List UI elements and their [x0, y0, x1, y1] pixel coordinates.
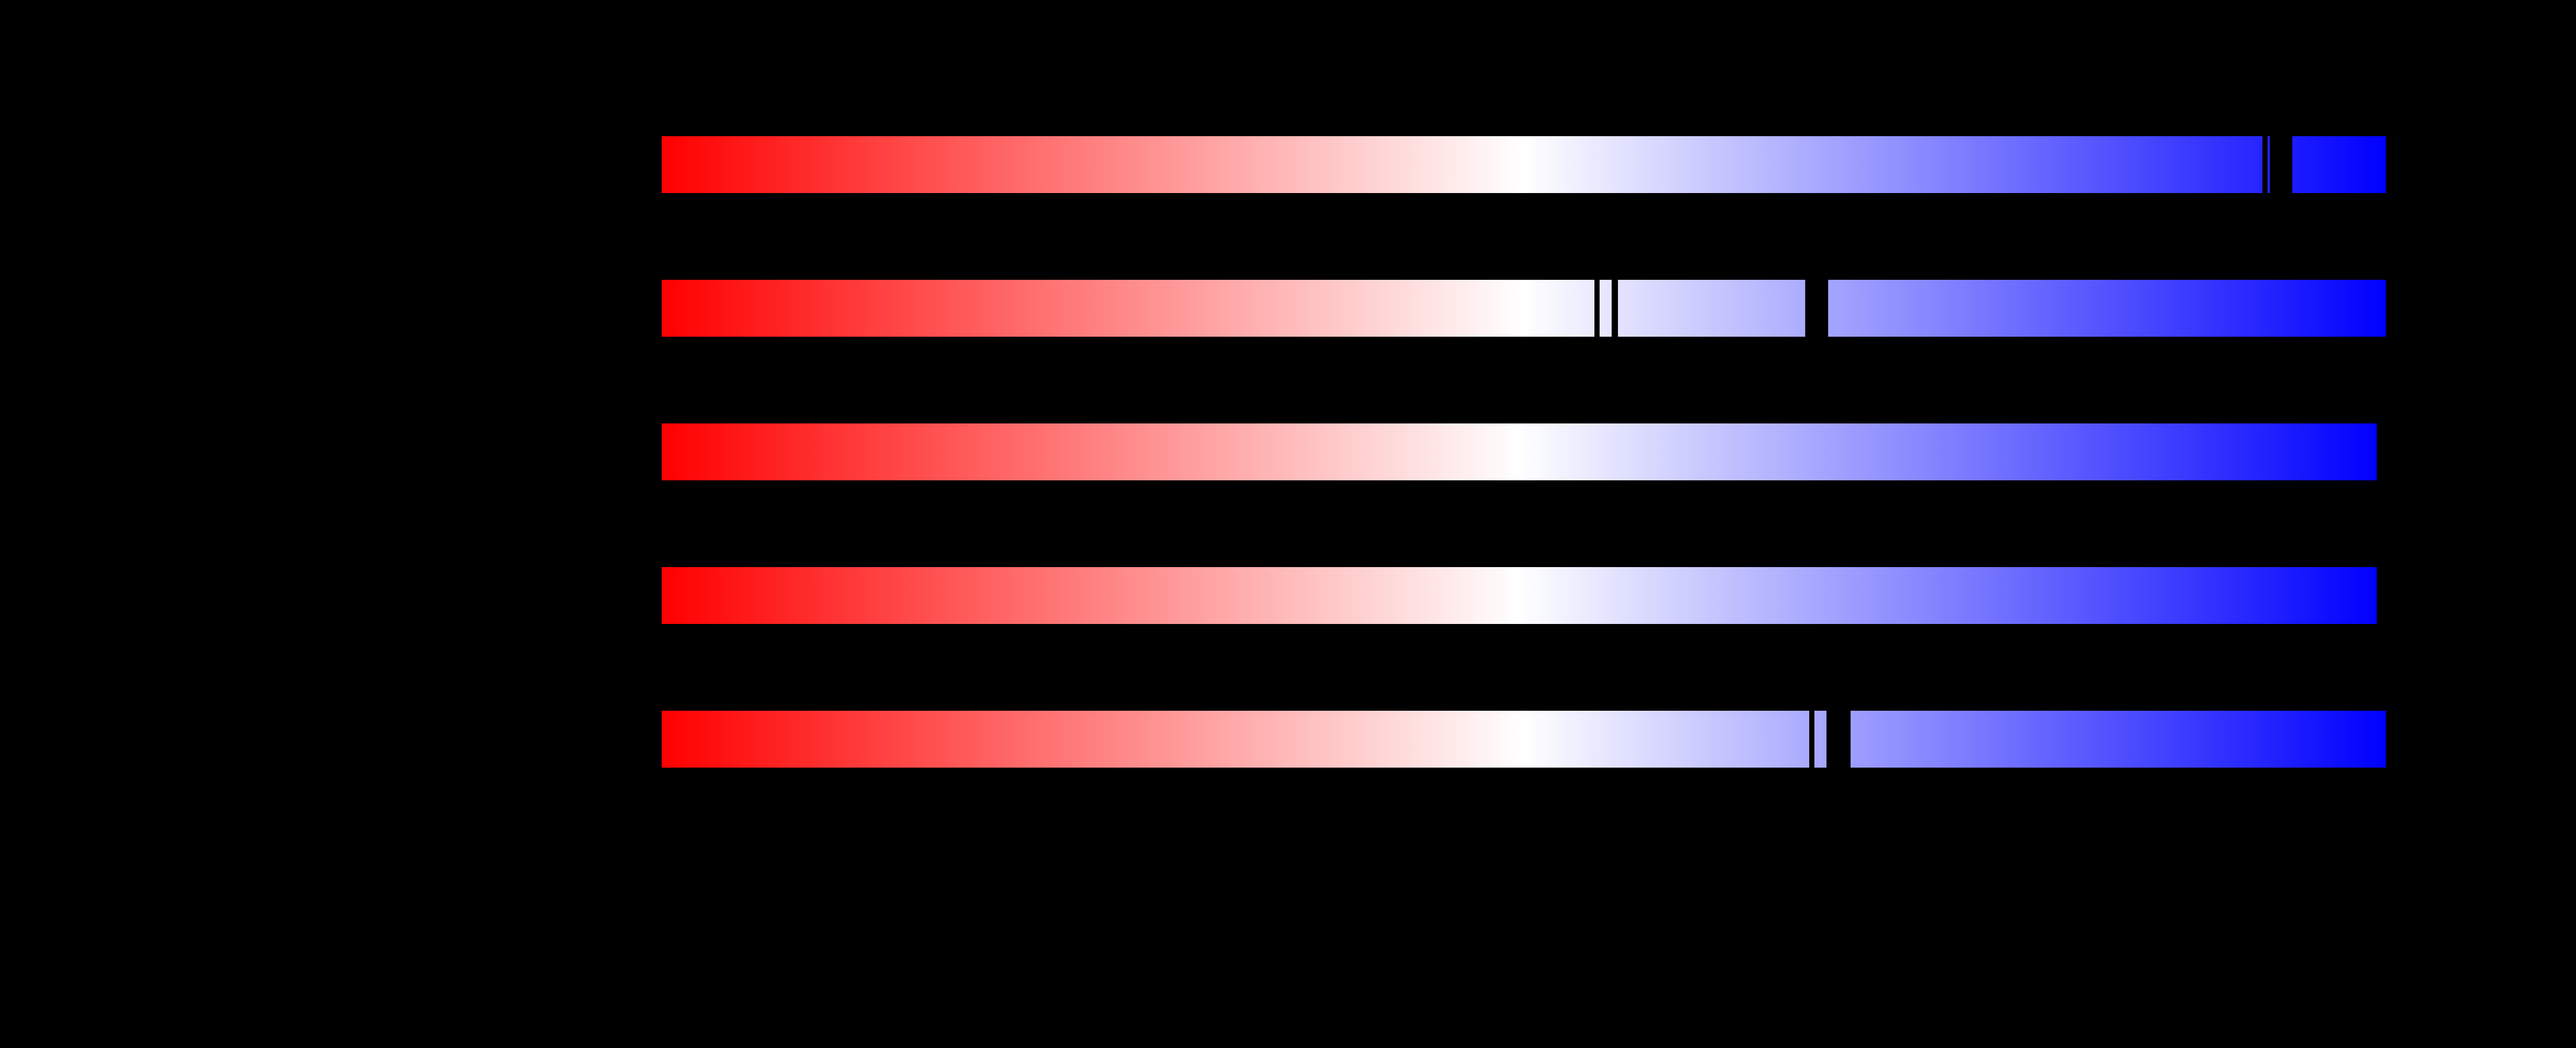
- gradient-bar-5: [662, 710, 2386, 768]
- gradient-bar-2: [662, 279, 2386, 337]
- bar-5-gap-2: [1826, 710, 1851, 768]
- bar-2-gap-3: [1805, 279, 1828, 337]
- bar-1-gap-1: [2262, 136, 2268, 194]
- gradient-bar-4: [662, 567, 2377, 624]
- bar-1-gap-2: [2270, 136, 2292, 194]
- bar-5-gap-1: [1809, 710, 1814, 768]
- gradient-bar-3: [662, 423, 2377, 480]
- bar-2-gap-1: [1594, 279, 1600, 337]
- gradient-bar-1: [662, 136, 2386, 194]
- bar-2-gap-2: [1612, 279, 1618, 337]
